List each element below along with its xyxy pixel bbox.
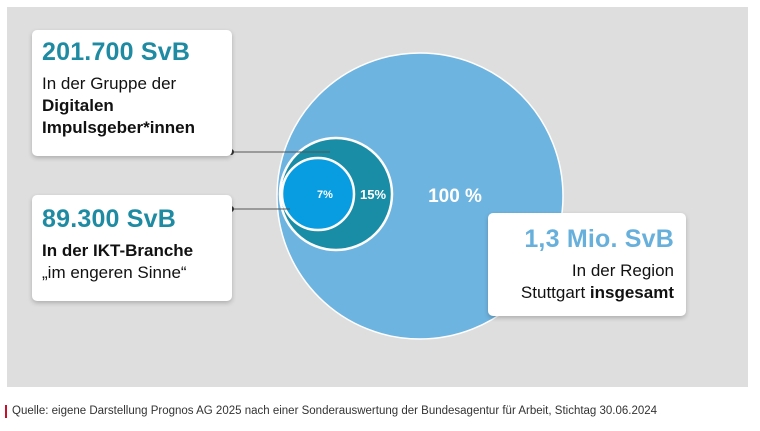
callout-region-line1: In der Region xyxy=(571,261,674,280)
source-marker xyxy=(5,405,7,418)
callout-digital-line3: Impulsgeber*innen xyxy=(42,118,196,137)
label-pct-digital: 15% xyxy=(360,187,386,202)
callout-digital-line2: Digitalen xyxy=(42,96,114,115)
callout-ikt-line2: „im engeren Sinne“ xyxy=(42,263,187,282)
callout-region-line2: Stuttgart insgesamt xyxy=(498,282,674,304)
callout-digital-line1: In der Gruppe der xyxy=(42,74,177,93)
callout-region-line2-a: Stuttgart xyxy=(520,283,590,302)
callout-ikt-value: 89.300 SvB xyxy=(42,205,177,233)
callout-region-value: 1,3 Mio. SvB xyxy=(524,225,674,253)
label-pct-region: 100 % xyxy=(428,186,482,207)
label-pct-ikt: 7% xyxy=(317,189,333,201)
callout-digital-impulsgeber: 201.700 SvB In der Gruppe der Digitalen … xyxy=(32,30,232,156)
callout-ikt-branche: 89.300 SvB In der IKT-Branche „im engere… xyxy=(32,195,232,301)
circle-ikt-branche xyxy=(280,156,356,232)
callout-region-line2-b: insgesamt xyxy=(589,283,674,302)
callout-digital-value: 201.700 SvB xyxy=(42,38,191,66)
callout-region-total: 1,3 Mio. SvB In der Region Stuttgart ins… xyxy=(488,213,686,316)
callout-ikt-line1: In der IKT-Branche xyxy=(42,241,194,260)
source-note: Quelle: eigene Darstellung Prognos AG 20… xyxy=(12,405,658,417)
